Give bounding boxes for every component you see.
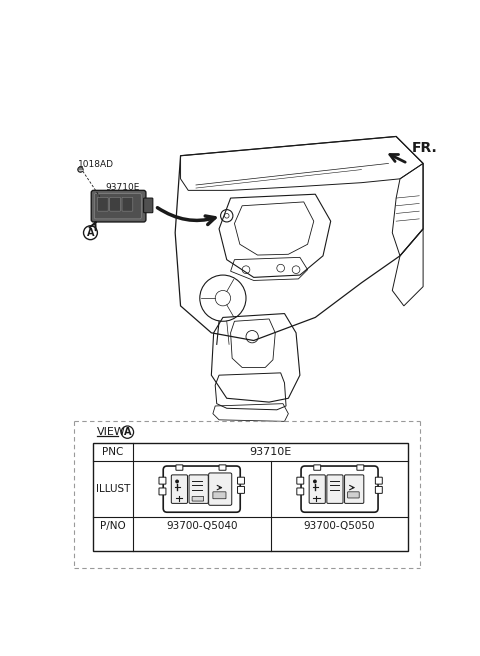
FancyBboxPatch shape <box>297 488 304 495</box>
FancyBboxPatch shape <box>122 197 133 211</box>
FancyBboxPatch shape <box>176 465 183 470</box>
FancyBboxPatch shape <box>159 488 166 495</box>
FancyBboxPatch shape <box>144 198 153 213</box>
FancyBboxPatch shape <box>297 477 304 484</box>
Text: ILLUST: ILLUST <box>96 484 130 494</box>
Text: 1018AD: 1018AD <box>78 159 114 169</box>
Text: P/NO: P/NO <box>100 521 126 531</box>
Circle shape <box>78 167 83 173</box>
FancyBboxPatch shape <box>219 465 226 470</box>
Text: VIEW: VIEW <box>96 427 125 437</box>
FancyBboxPatch shape <box>159 477 166 484</box>
FancyBboxPatch shape <box>110 197 120 211</box>
Circle shape <box>313 480 317 483</box>
FancyBboxPatch shape <box>209 473 232 505</box>
FancyBboxPatch shape <box>309 475 325 503</box>
Text: A: A <box>87 228 94 237</box>
Text: 93700-Q5050: 93700-Q5050 <box>304 521 375 531</box>
FancyBboxPatch shape <box>97 197 108 211</box>
FancyBboxPatch shape <box>375 487 382 493</box>
FancyBboxPatch shape <box>357 465 364 470</box>
FancyBboxPatch shape <box>348 492 359 498</box>
FancyBboxPatch shape <box>314 465 321 470</box>
Text: PNC: PNC <box>102 447 123 457</box>
FancyBboxPatch shape <box>345 475 364 503</box>
FancyBboxPatch shape <box>238 477 244 484</box>
FancyBboxPatch shape <box>94 194 141 219</box>
FancyBboxPatch shape <box>375 477 382 484</box>
FancyBboxPatch shape <box>189 475 208 503</box>
Circle shape <box>175 480 179 483</box>
FancyBboxPatch shape <box>192 497 204 501</box>
FancyBboxPatch shape <box>91 190 146 222</box>
Text: A: A <box>124 427 131 437</box>
Text: 93710E: 93710E <box>250 447 292 457</box>
FancyBboxPatch shape <box>213 492 226 499</box>
Text: 93700-Q5040: 93700-Q5040 <box>166 521 238 531</box>
Text: FR.: FR. <box>411 141 437 155</box>
FancyBboxPatch shape <box>163 466 240 512</box>
Text: 93710E: 93710E <box>105 183 140 192</box>
FancyBboxPatch shape <box>327 475 343 503</box>
FancyBboxPatch shape <box>238 487 244 493</box>
FancyBboxPatch shape <box>171 475 188 503</box>
FancyBboxPatch shape <box>301 466 378 512</box>
